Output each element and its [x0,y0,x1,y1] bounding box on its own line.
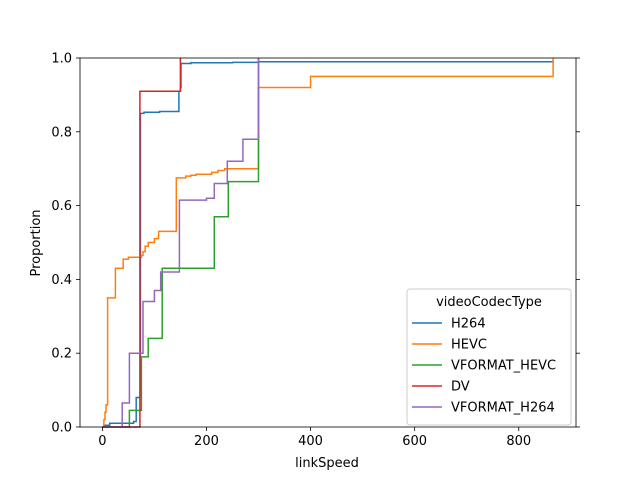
x-tick-label: 600 [402,434,427,449]
legend-title: videoCodecType [436,295,542,310]
y-tick-label: 1.0 [51,52,72,67]
legend: videoCodecType H264 HEVC VFORMAT_HEVC DV VFO… [406,288,572,426]
y-axis-label: Proportion [29,209,44,276]
legend-label: DV [451,380,470,395]
legend-label: VFORMAT_H264 [451,401,555,416]
x-tick-label: 800 [506,434,531,449]
x-tick-label: 400 [298,434,323,449]
legend-label: HEVC [451,338,487,353]
axes: 0 200 400 600 800 0.0 0.2 0.4 0.6 0.8 1.0 [51,52,580,449]
series-line-vformat-hevc [102,58,260,428]
y-tick-label: 0.2 [51,347,72,362]
x-axis-label: linkSpeed [295,456,359,471]
series-line-h264 [102,60,554,428]
y-tick-label: 0.6 [51,199,72,214]
series-line-vformat-h264 [102,58,260,428]
y-tick-label: 0.4 [51,273,72,288]
legend-label: VFORMAT_HEVC [451,359,556,374]
y-tick-label: 0.8 [51,125,72,140]
y-tick-label: 0.0 [51,421,72,436]
legend-label: H264 [451,317,486,332]
x-tick-label: 200 [194,434,219,449]
axes-frame [79,57,577,428]
x-tick-label: 0 [98,434,106,449]
legend-frame [406,288,572,426]
series-line-hevc [102,58,554,428]
